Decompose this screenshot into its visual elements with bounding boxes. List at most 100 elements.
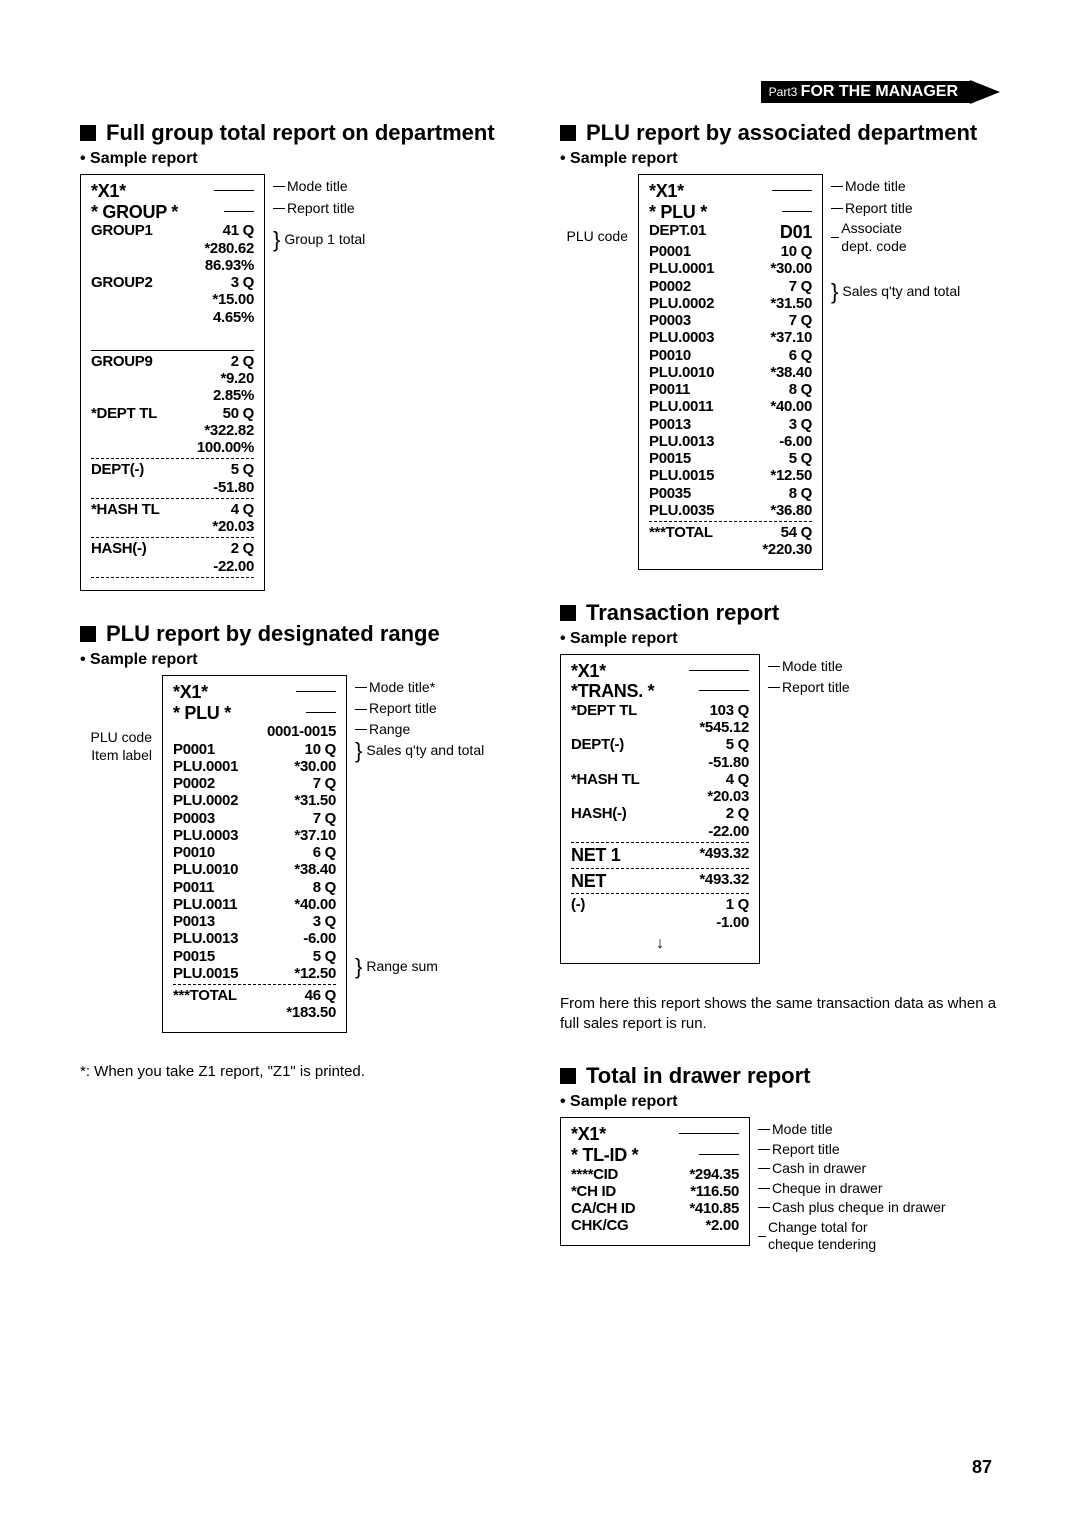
sec3-title: PLU report by associated department <box>586 120 977 146</box>
sec2-sample-label: Sample report <box>80 651 520 669</box>
row-value: 3 Q <box>313 913 336 930</box>
row-label: PLU.0001 <box>649 260 770 277</box>
sec3-heading: PLU report by associated department <box>560 120 1000 146</box>
row-value: *36.80 <box>770 502 812 519</box>
annot-mode: Mode title <box>782 658 843 676</box>
ribbon-title: FOR THE MANAGER <box>801 83 958 100</box>
report-title: *TRANS. * <box>571 681 699 702</box>
row-value: -6.00 <box>779 433 812 450</box>
dept-tl: *DEPT TL <box>91 405 223 422</box>
row-label: PLU.0013 <box>649 433 779 450</box>
hash-neg-amt: -22.00 <box>213 558 254 575</box>
group-qty: 2 Q <box>231 353 254 370</box>
receipt-row: PLU.0002*31.50 <box>649 295 812 312</box>
dept-neg-amt: -51.80 <box>213 479 254 496</box>
hash-neg: HASH(-) <box>91 540 231 557</box>
receipt-row: PLU.0013-6.00 <box>649 433 812 450</box>
receipt-row: PLU.0011*40.00 <box>173 896 336 913</box>
total-amt: *183.50 <box>286 1004 336 1021</box>
row-label: PLU.0013 <box>173 930 303 947</box>
row-value: 8 Q <box>313 879 336 896</box>
group-name: GROUP2 <box>91 274 231 291</box>
receipt-row: PLU.0003*37.10 <box>649 329 812 346</box>
hash-neg-q: 2 Q <box>726 805 749 822</box>
row-label: P0003 <box>173 810 313 827</box>
row-label: P0035 <box>649 485 789 502</box>
square-bullet-icon <box>560 605 576 621</box>
receipt-row: P00106 Q <box>649 347 812 364</box>
cachid-amt: *410.85 <box>689 1200 739 1217</box>
annot-report: Report title <box>772 1141 840 1159</box>
sec5-receipt: *X1* * TL-ID * ****CID*294.35 *CH ID*116… <box>560 1117 750 1245</box>
dept-neg: DEPT(-) <box>571 736 726 753</box>
annot-g1: Group 1 total <box>284 231 365 249</box>
annot-chkcg: Change total for cheque tendering <box>768 1219 908 1254</box>
dept-tl: *DEPT TL <box>571 702 710 719</box>
hash-tl-amt: *20.03 <box>707 788 749 805</box>
annot-mode: Mode title <box>845 178 906 196</box>
row-label: P0011 <box>173 879 313 896</box>
hash-neg-q: 2 Q <box>231 540 254 557</box>
sec1-annotations: Mode title Report title }Group 1 total <box>273 174 365 251</box>
row-label: P0001 <box>173 741 305 758</box>
report-title: * GROUP * <box>91 202 224 223</box>
receipt-row: PLU.0001*30.00 <box>649 260 812 277</box>
sec4-sample-label: Sample report <box>560 630 1000 648</box>
cid-amt: *294.35 <box>689 1166 739 1183</box>
row-value: 10 Q <box>305 741 336 758</box>
mode-title: *X1* <box>649 181 772 202</box>
dept-tl-pct: 100.00% <box>197 439 254 456</box>
receipt-row: P000110 Q <box>173 741 336 758</box>
row-label: PLU.0001 <box>173 758 294 775</box>
row-value: *31.50 <box>770 295 812 312</box>
row-value: *12.50 <box>294 965 336 982</box>
row-value: *38.40 <box>770 364 812 381</box>
report-title: * PLU * <box>649 202 782 223</box>
sec2-receipt: *X1* * PLU * 0001-0015 P000110 QPLU.0001… <box>162 675 347 1033</box>
square-bullet-icon <box>80 626 96 642</box>
receipt-row: PLU.0015*12.50 <box>649 467 812 484</box>
annot-report: Report title <box>369 700 437 718</box>
hash-neg: HASH(-) <box>571 805 726 822</box>
row-value: 5 Q <box>789 450 812 467</box>
range: 0001-0015 <box>267 723 336 740</box>
row-label: PLU.0011 <box>649 398 770 415</box>
neg: (-) <box>571 896 726 913</box>
sec1-heading: Full group total report on department <box>80 120 520 146</box>
sec1-receipt: *X1* * GROUP * GROUP141 Q *280.62 86.93%… <box>80 174 265 591</box>
chid: *CH ID <box>571 1183 690 1200</box>
hash-tl-q: 4 Q <box>231 501 254 518</box>
group-name: GROUP1 <box>91 222 223 239</box>
total-q: 54 Q <box>781 524 812 541</box>
row-value: *37.10 <box>770 329 812 346</box>
dept-neg-q: 5 Q <box>231 461 254 478</box>
receipt-row: PLU.0013-6.00 <box>173 930 336 947</box>
row-label: P0001 <box>649 243 781 260</box>
hash-tl-amt: *20.03 <box>212 518 254 535</box>
sec4-receipt: *X1* *TRANS. * *DEPT TL103 Q *545.12 DEP… <box>560 654 760 965</box>
row-label: PLU.0015 <box>173 965 294 982</box>
dept-tl-q: 50 Q <box>223 405 254 422</box>
annot-plu-code: PLU code <box>567 228 628 244</box>
sec4-heading: Transaction report <box>560 600 1000 626</box>
hash-neg-amt: -22.00 <box>708 823 749 840</box>
neg-q: 1 Q <box>726 896 749 913</box>
ribbon-part: Part3 <box>769 85 801 99</box>
row-label: PLU.0010 <box>173 861 294 878</box>
row-label: PLU.0003 <box>173 827 294 844</box>
row-value: *30.00 <box>770 260 812 277</box>
sec3-receipt: *X1* * PLU * DEPT.01D01 P000110 QPLU.000… <box>638 174 823 570</box>
square-bullet-icon <box>80 125 96 141</box>
row-value: 7 Q <box>789 312 812 329</box>
row-value: *12.50 <box>770 467 812 484</box>
receipt-row: P00155 Q <box>173 948 336 965</box>
cachid: CA/CH ID <box>571 1200 689 1217</box>
row-label: P0002 <box>173 775 313 792</box>
annot-report: Report title <box>782 679 850 697</box>
row-value: *31.50 <box>294 792 336 809</box>
down-arrow-icon: ↓ <box>571 935 749 953</box>
hash-tl-q: 4 Q <box>726 771 749 788</box>
row-value: 6 Q <box>789 347 812 364</box>
sec4-note: From here this report shows the same tra… <box>560 994 1000 1033</box>
receipt-row: PLU.0003*37.10 <box>173 827 336 844</box>
